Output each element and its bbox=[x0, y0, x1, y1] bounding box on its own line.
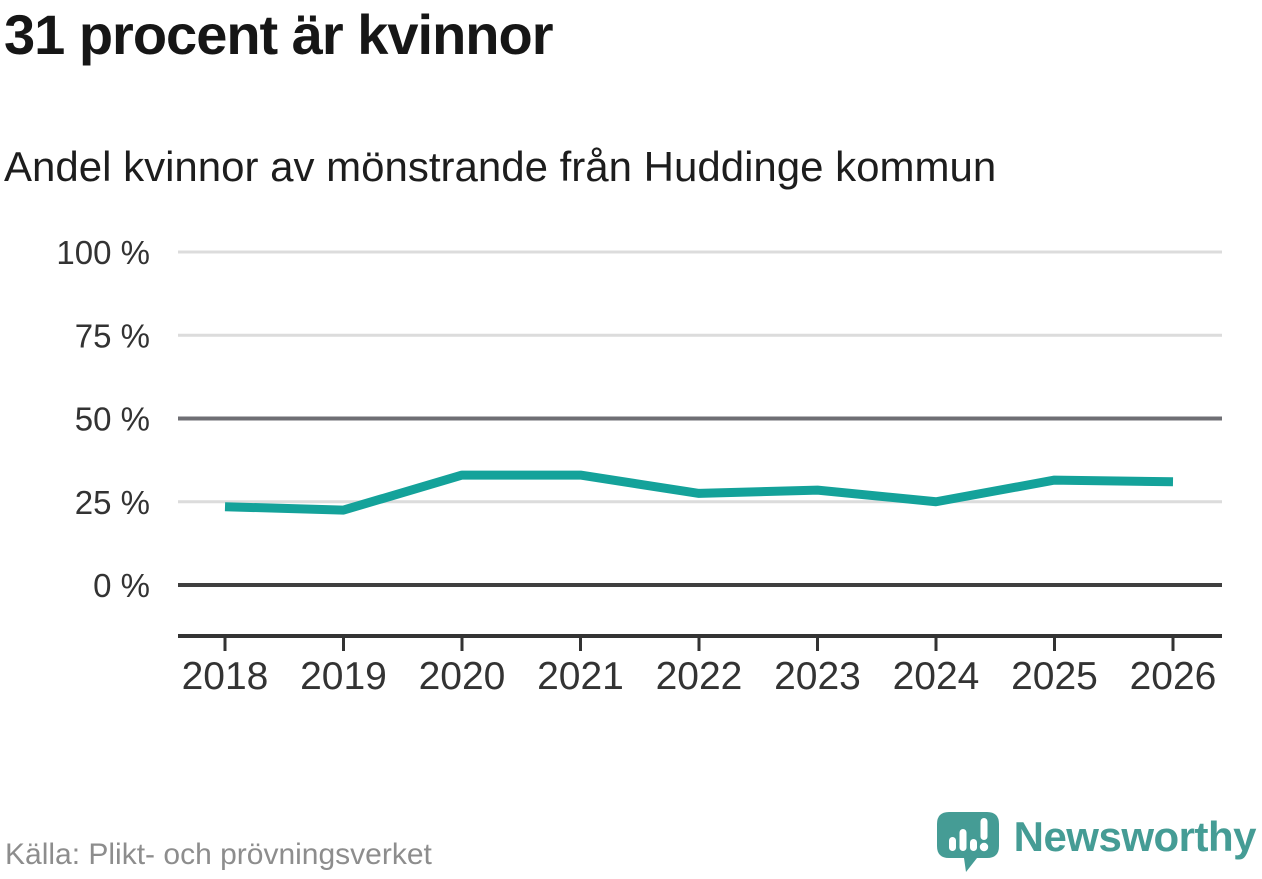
speech-bubble-shape bbox=[936, 812, 999, 872]
bar-tall bbox=[959, 829, 967, 851]
x-tick-label: 2022 bbox=[656, 655, 743, 698]
x-tick-label: 2021 bbox=[537, 655, 624, 698]
x-tick-label: 2019 bbox=[300, 655, 387, 698]
y-tick-label: 0 % bbox=[93, 567, 150, 604]
y-tick-label: 50 % bbox=[75, 401, 150, 438]
y-tick-label: 75 % bbox=[75, 317, 150, 354]
series-line bbox=[224, 470, 1174, 515]
y-tick-label: 25 % bbox=[75, 484, 150, 521]
bar-small-1 bbox=[948, 837, 956, 851]
exclamation-dot bbox=[979, 842, 988, 852]
newsworthy-logo: Newsworthy bbox=[934, 810, 1257, 874]
newsworthy-icon bbox=[936, 812, 999, 872]
y-tick-label: 100 % bbox=[56, 234, 150, 271]
x-tick-label: 2024 bbox=[893, 655, 980, 698]
page-title: 31 procent är kvinnor bbox=[4, 3, 554, 66]
source-credit: Källa: Plikt- och prövningsverket bbox=[5, 838, 432, 871]
line-chart: 0 % 25 % 50 % 75 % 100 % 2018 2019 2020 2021 2022… bbox=[56, 234, 1222, 698]
x-tick-label: 2020 bbox=[419, 655, 506, 698]
bar-small-2 bbox=[969, 839, 977, 851]
chart-subtitle: Andel kvinnor av mönstrande från Hudding… bbox=[4, 143, 997, 190]
exclamation-bar bbox=[980, 818, 988, 840]
x-tick-label: 2025 bbox=[1011, 655, 1098, 698]
x-tick-label: 2023 bbox=[774, 655, 861, 698]
newsworthy-wordmark: Newsworthy bbox=[1013, 813, 1257, 860]
x-tick-label: 2026 bbox=[1130, 655, 1217, 698]
x-tick-label: 2018 bbox=[182, 655, 269, 698]
